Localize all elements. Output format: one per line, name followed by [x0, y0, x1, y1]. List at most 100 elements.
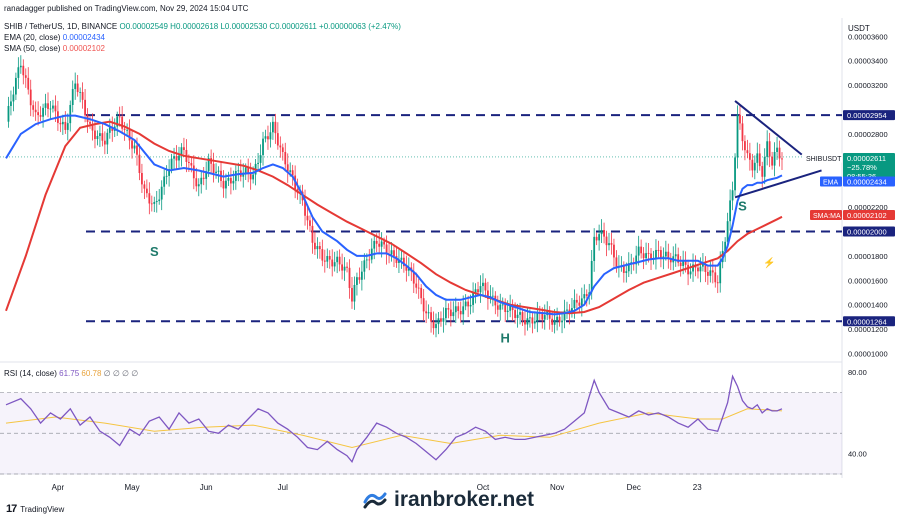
- candle-body: [160, 186, 163, 200]
- candle-body: [365, 259, 368, 261]
- ema-legend[interactable]: EMA (20, close) 0.00002434: [4, 33, 105, 42]
- candle-body: [580, 298, 583, 306]
- candle-body: [566, 309, 568, 311]
- ema-caption-bg: [820, 176, 842, 187]
- sma-tag-bg: [843, 210, 895, 221]
- candle-body: [474, 289, 477, 293]
- candle-body: [27, 77, 30, 90]
- candle-body: [674, 254, 677, 257]
- candle-body: [346, 266, 348, 268]
- candle-body: [776, 147, 778, 152]
- rsi-tick-label: 40.00: [848, 450, 867, 459]
- candle-body: [506, 310, 509, 313]
- rsi-legend[interactable]: RSI (14, close) 61.75 60.78 ∅ ∅ ∅ ∅: [4, 369, 138, 378]
- candle-body: [637, 246, 640, 256]
- candle-body: [573, 299, 576, 309]
- candle-body: [264, 136, 267, 139]
- price-tags: 0.00002954 0.00002000 0.00001264 0.00002611…: [763, 110, 895, 327]
- candle-body: [155, 201, 158, 203]
- candle-body: [477, 289, 479, 293]
- candle-body: [536, 312, 539, 322]
- candle-body: [726, 221, 729, 242]
- candle-body: [321, 249, 324, 261]
- level-tag-bottom-bg: [843, 316, 895, 327]
- time-tick-label: Apr: [52, 483, 65, 492]
- candle-body: [462, 306, 465, 315]
- ema-value: 0.00002434: [62, 33, 105, 42]
- ema-label: EMA (20, close): [4, 33, 61, 42]
- candle-body: [227, 177, 230, 181]
- candle-body: [103, 140, 106, 145]
- candle-body: [323, 260, 326, 262]
- tradingview-footer[interactable]: 17 TradingView: [6, 503, 64, 515]
- candle-body: [447, 308, 450, 310]
- candle-body: [131, 140, 133, 149]
- ohlc-text: O0.00002549 H0.00002618 L0.00002530 C0.0…: [119, 22, 401, 31]
- candle-body: [39, 115, 42, 117]
- published-line: ranadagger published on TradingView.com,…: [4, 4, 248, 13]
- rsi-bands: [0, 392, 842, 475]
- candle-body: [615, 257, 618, 267]
- candle-body: [499, 304, 502, 310]
- candle-body: [338, 256, 341, 265]
- candle-body: [136, 145, 138, 155]
- candle-body: [716, 282, 719, 284]
- candle-body: [267, 136, 269, 140]
- candle-body: [402, 257, 405, 267]
- candle-body: [600, 230, 603, 235]
- candle-body: [741, 123, 744, 142]
- candle-body: [501, 304, 504, 306]
- candle-body: [464, 301, 467, 307]
- symbol-text: SHIB / TetherUS, 1D, BINANCE: [4, 22, 118, 31]
- candle-body: [37, 112, 40, 116]
- candle-body: [212, 163, 215, 173]
- candle-body: [52, 105, 54, 109]
- candle-body: [190, 163, 193, 166]
- candle-body: [217, 170, 220, 172]
- time-axis[interactable]: Apr May Jun Jul Oct Nov Dec 23: [52, 483, 703, 492]
- candle-body: [432, 321, 435, 329]
- candle-body: [141, 173, 143, 185]
- rsi-value: 61.75: [59, 369, 80, 378]
- ema-tag-text: 0.00002434: [847, 178, 887, 187]
- candle-body: [593, 236, 596, 261]
- candle-body: [684, 261, 687, 265]
- candle-body: [61, 121, 64, 125]
- candle-body: [482, 282, 484, 287]
- candle-body: [222, 180, 225, 189]
- candle-body: [744, 141, 746, 151]
- candle-body: [753, 162, 756, 171]
- candle-body: [163, 176, 166, 187]
- candle-body: [563, 310, 566, 321]
- candle-body: [561, 320, 563, 323]
- candle-body: [524, 320, 526, 325]
- level-tag-top-text: 0.00002954: [847, 111, 887, 120]
- candle-body: [511, 304, 514, 311]
- candle-body: [178, 155, 180, 161]
- ema20-line: [5, 114, 783, 316]
- level-tag-mid-text: 0.00002000: [847, 227, 887, 236]
- candle-body: [281, 147, 284, 152]
- sma-legend[interactable]: SMA (50, close) 0.00002102: [4, 44, 105, 53]
- candle-body: [405, 266, 408, 271]
- candle-body: [7, 105, 10, 122]
- candle-body: [748, 153, 751, 160]
- candle-body: [773, 151, 776, 166]
- candle-body: [259, 155, 262, 163]
- candle-body: [175, 156, 178, 161]
- candle-body: [234, 171, 237, 181]
- candle-body: [449, 309, 452, 317]
- price-tick-label: 0.00003200: [848, 81, 888, 90]
- price-tick-label: 0.00002800: [848, 130, 888, 139]
- candle-body: [751, 159, 754, 171]
- time-tick-label: Oct: [477, 483, 490, 492]
- candle-body: [341, 264, 344, 271]
- pattern-annotations: S H S: [150, 199, 747, 346]
- candle-body: [585, 294, 588, 297]
- candle-body: [225, 180, 227, 189]
- ema-tag-bg: [843, 176, 895, 187]
- candle-body: [42, 107, 44, 117]
- candle-body: [358, 277, 361, 280]
